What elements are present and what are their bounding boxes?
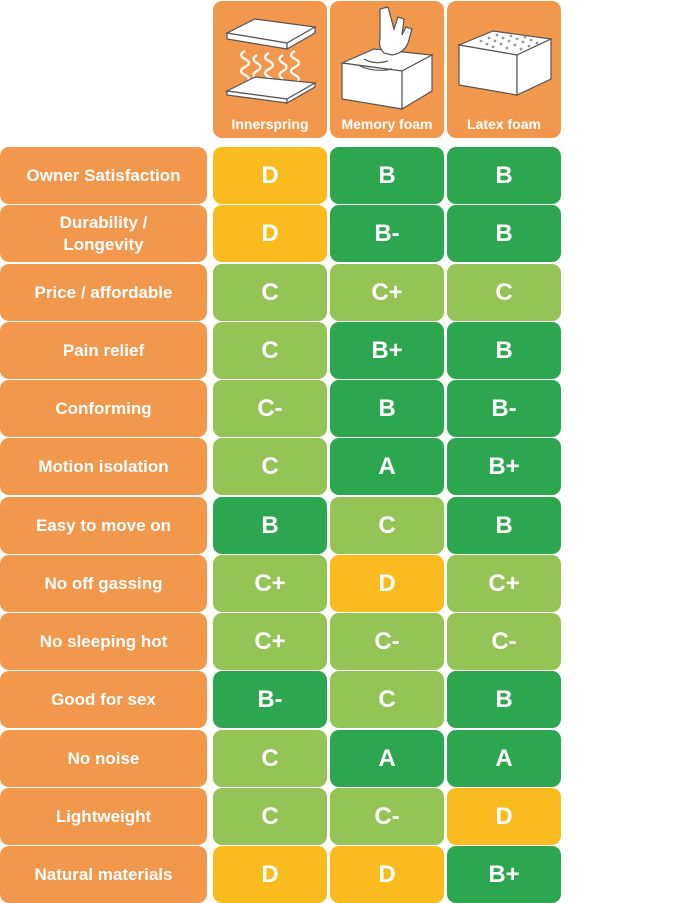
row-label-text: No noise <box>67 748 140 768</box>
row-label: Owner Satisfaction <box>0 147 207 204</box>
row-label: No sleeping hot <box>0 613 207 670</box>
grade-cell: C+ <box>213 555 327 612</box>
grade-cell: C- <box>330 613 444 670</box>
grade-cell: B- <box>447 380 561 437</box>
row-label-text: Durability / Longevity <box>59 212 148 254</box>
grade-cell: B <box>330 380 444 437</box>
grade-cell: C <box>213 438 327 495</box>
grade-cell: B- <box>213 671 327 728</box>
grade-cell: D <box>330 846 444 903</box>
hand-pressing-foam-icon <box>339 6 435 111</box>
grade-cell: C <box>213 788 327 845</box>
grade-cell: D <box>213 147 327 204</box>
row-label-text: No sleeping hot <box>39 631 168 651</box>
grade-cell: A <box>330 730 444 787</box>
grade-cell: C <box>447 264 561 321</box>
row-label: No noise <box>0 730 207 787</box>
grade-cell: A <box>447 730 561 787</box>
grade-cell: B+ <box>447 438 561 495</box>
row-label: Natural materials <box>0 846 207 903</box>
grade-cell: B <box>447 497 561 554</box>
column-header-latex-foam: Latex foam <box>447 1 561 138</box>
row-label: Price / affordable <box>0 264 207 321</box>
grade-cell: D <box>447 788 561 845</box>
grade-cell: C- <box>213 380 327 437</box>
grade-cell: D <box>213 205 327 262</box>
row-label: Easy to move on <box>0 497 207 554</box>
grade-cell: C+ <box>447 555 561 612</box>
grade-cell: B <box>447 671 561 728</box>
grade-cell: C <box>213 730 327 787</box>
row-label-text: Good for sex <box>51 689 156 709</box>
row-label-text: Easy to move on <box>35 515 172 535</box>
grade-cell: C+ <box>330 264 444 321</box>
column-label-innerspring: Innerspring <box>231 116 309 132</box>
grade-cell: C <box>213 322 327 379</box>
row-label: Motion isolation <box>0 438 207 495</box>
innerspring-coil-mattress-icon <box>224 18 317 105</box>
row-label-text: Owner Satisfaction <box>26 165 181 185</box>
grade-cell: D <box>213 846 327 903</box>
grade-cell: C <box>330 497 444 554</box>
grade-cell: B <box>447 322 561 379</box>
grade-cell: C <box>213 264 327 321</box>
grade-cell: B <box>330 147 444 204</box>
row-label: Durability / Longevity <box>0 205 207 262</box>
column-label-memory-foam: Memory foam <box>341 116 433 132</box>
grade-cell: D <box>330 555 444 612</box>
grade-cell: C- <box>330 788 444 845</box>
row-label-text: Price / affordable <box>34 282 173 302</box>
grade-cell: A <box>330 438 444 495</box>
grade-cell: C <box>330 671 444 728</box>
column-label-latex-foam: Latex foam <box>467 116 541 132</box>
row-label-text: No off gassing <box>44 573 163 593</box>
latex-foam-block-icon <box>456 30 554 96</box>
column-header-innerspring: Innerspring <box>213 1 327 138</box>
grade-cell: B <box>213 497 327 554</box>
row-label: Pain relief <box>0 322 207 379</box>
row-label: No off gassing <box>0 555 207 612</box>
row-label: Good for sex <box>0 671 207 728</box>
row-label: Lightweight <box>0 788 207 845</box>
row-label-text: Conforming <box>55 398 152 418</box>
column-header-memory-foam: Memory foam <box>330 1 444 138</box>
grade-cell: B <box>447 147 561 204</box>
row-label: Conforming <box>0 380 207 437</box>
grade-cell: B+ <box>330 322 444 379</box>
row-label-text: Natural materials <box>34 864 173 884</box>
grade-cell: B+ <box>447 846 561 903</box>
grade-cell: C+ <box>213 613 327 670</box>
grade-cell: C- <box>447 613 561 670</box>
grade-cell: B <box>447 205 561 262</box>
row-label-text: Motion isolation <box>38 456 169 476</box>
row-label-text: Pain relief <box>62 340 145 360</box>
row-label-text: Lightweight <box>55 806 152 826</box>
grade-cell: B- <box>330 205 444 262</box>
